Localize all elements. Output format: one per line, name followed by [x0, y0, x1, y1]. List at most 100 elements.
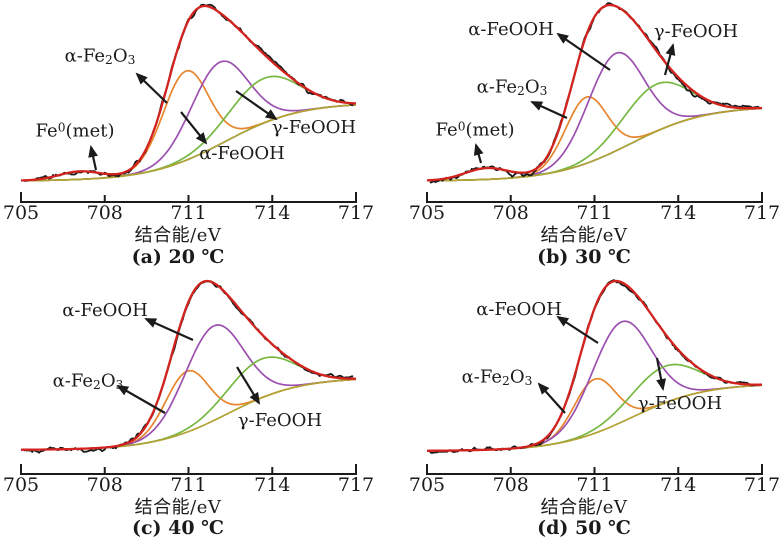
axis-tick-label: 714: [254, 202, 290, 224]
x-axis-label: 结合能/eV: [540, 225, 628, 246]
peak-arrow-fe0_met: [88, 145, 99, 171]
x-axis-label: 结合能/eV: [134, 497, 222, 518]
peak-label-alpha_feooh: α-FeOOH: [199, 145, 285, 163]
curve-envelope: [427, 279, 762, 452]
axis-tick-label: 708: [493, 202, 529, 224]
peak-arrow-alpha_feooh: [556, 315, 599, 344]
peak-label-segment: 2: [517, 84, 525, 99]
panel-c-caption: (c) 40 ℃: [132, 517, 224, 539]
panel-b-30c: 705 708 711 714 717 结合能/eV (b) 30 ℃ α-FeOOH γ…: [406, 0, 782, 270]
peak-label-segment: 0: [457, 119, 466, 134]
peak-label-segment: α-Fe: [461, 366, 503, 388]
curve-envelope: [20, 279, 357, 451]
peak-arrow-alpha_feooh: [556, 32, 611, 71]
peak-label-alpha_fe2o3: α-Fe2O3: [52, 370, 124, 393]
peak-label-segment: O: [509, 366, 525, 388]
peak-label-segment: α-Fe: [64, 45, 106, 67]
peak-label-segment: 0: [57, 120, 66, 135]
peak-arrow-alpha_fe2o3: [116, 385, 166, 414]
peak-label-segment: 3: [115, 378, 124, 393]
peak-label-segment: O: [100, 370, 116, 392]
peak-label-segment: Fe: [435, 119, 458, 141]
peak-label-segment: (met): [465, 119, 515, 141]
peak-label-segment: O: [524, 76, 540, 98]
peak-label-segment: γ-FeOOH: [237, 410, 323, 431]
peak-label-fe0_met: Fe0(met): [36, 122, 115, 141]
axis-tick-label: 711: [576, 474, 612, 496]
curve-background: [427, 107, 763, 182]
axis-tick-label: 714: [660, 474, 696, 496]
peak-label-segment: α-FeOOH: [468, 19, 554, 40]
peak-label-alpha_feooh: α-FeOOH: [62, 302, 148, 320]
peak-label-gamma_feooh: γ-FeOOH: [654, 23, 738, 41]
plot-b: 705 708 711 714 717: [409, 2, 780, 224]
panel-d-50c: 705 708 711 714 717 结合能/eV (d) 50 ℃ α-FeOOH α…: [406, 270, 782, 539]
peak-label-segment: Fe: [35, 120, 58, 142]
peak-label-segment: (met): [65, 120, 115, 142]
peak-arrow-alpha_fe2o3: [135, 72, 168, 104]
axis-tick-label: 705: [409, 474, 445, 496]
axis-tick-label: 711: [170, 202, 206, 224]
peak-arrow-gamma_feooh: [235, 90, 278, 121]
x-axis: 705 708 711 714 717: [3, 464, 374, 496]
peak-label-segment: α-Fe: [476, 76, 518, 98]
peak-label-alpha_feooh: α-FeOOH: [468, 21, 554, 39]
peak-label-segment: 2: [502, 374, 510, 389]
x-axis: 705 708 711 714 717: [409, 464, 780, 496]
panel-d-caption: (d) 50 ℃: [537, 517, 631, 539]
panel-a-caption: (a) 20 ℃: [131, 246, 225, 268]
axis-tick-label: 717: [744, 474, 780, 496]
peak-label-segment: 3: [127, 53, 136, 68]
plot-a: 705 708 711 714 717: [3, 3, 374, 224]
axis-tick-label: 714: [660, 202, 696, 224]
peak-label-gamma_feooh: γ-FeOOH: [638, 395, 722, 413]
peak-label-fe0_met: Fe0(met): [436, 121, 515, 140]
curve-envelope: [20, 4, 356, 182]
peak-arrow-alpha_fe2o3: [537, 382, 566, 414]
x-axis: 705 708 711 714 717: [3, 192, 374, 224]
peak-label-segment: γ-FeOOH: [637, 393, 723, 414]
plot-c: 705 708 711 714 717: [3, 279, 374, 496]
peak-arrow-alpha_feooh: [180, 111, 208, 145]
peak-label-alpha_fe2o3: α-Fe2O3: [476, 76, 548, 99]
panel-c-40c: 705 708 711 714 717 结合能/eV (c) 40 ℃ α-FeOOH α…: [0, 270, 376, 539]
peak-label-segment: α-FeOOH: [199, 143, 285, 164]
peak-label-segment: 3: [524, 374, 533, 389]
peak-arrow-fe0_met: [473, 143, 484, 164]
peak-label-alpha_feooh: α-FeOOH: [476, 301, 562, 319]
axis-tick-label: 708: [87, 202, 123, 224]
peak-arrow-alpha_feooh: [144, 317, 194, 342]
peak-label-gamma_feooh: γ-FeOOH: [272, 119, 356, 137]
axis-tick-label: 711: [576, 202, 612, 224]
peak-label-segment: 2: [93, 378, 101, 393]
peak-arrow-gamma_feooh: [663, 43, 676, 76]
axis-tick-label: 711: [170, 474, 206, 496]
curve-envelope: [426, 3, 763, 182]
peak-label-segment: α-FeOOH: [62, 300, 148, 321]
peak-label-segment: α-Fe: [52, 370, 94, 392]
peak-label-segment: α-FeOOH: [476, 299, 562, 320]
peak-label-segment: γ-FeOOH: [271, 117, 357, 138]
peak-label-gamma_feooh: γ-FeOOH: [238, 412, 322, 430]
curve-background: [21, 103, 357, 182]
axis-tick-label: 705: [3, 474, 39, 496]
axis-tick-label: 708: [493, 474, 529, 496]
peak-arrow-gamma_feooh: [236, 366, 261, 405]
peak-arrow-alpha_fe2o3: [530, 100, 568, 120]
panel-b-caption: (b) 30 ℃: [537, 246, 631, 268]
axis-tick-label: 717: [338, 202, 374, 224]
axis-tick-label: 705: [409, 202, 445, 224]
axis-tick-label: 714: [254, 474, 290, 496]
axis-tick-label: 708: [87, 474, 123, 496]
x-axis-label: 结合能/eV: [134, 225, 222, 246]
axis-tick-label: 717: [338, 474, 374, 496]
panel-a-20c: 705 708 711 714 717 结合能/eV (a) 20 ℃ α-Fe2O3 F…: [0, 0, 376, 270]
peak-label-segment: O: [112, 45, 128, 67]
peak-label-segment: γ-FeOOH: [653, 21, 739, 42]
peak-arrow-gamma_feooh: [655, 357, 667, 391]
x-axis: 705 708 711 714 717: [409, 192, 780, 224]
axis-tick-label: 705: [3, 202, 39, 224]
curve-alpha_feooh: [427, 51, 763, 182]
x-axis-label: 结合能/eV: [540, 497, 628, 518]
peak-label-alpha_fe2o3: α-Fe2O3: [64, 45, 136, 68]
